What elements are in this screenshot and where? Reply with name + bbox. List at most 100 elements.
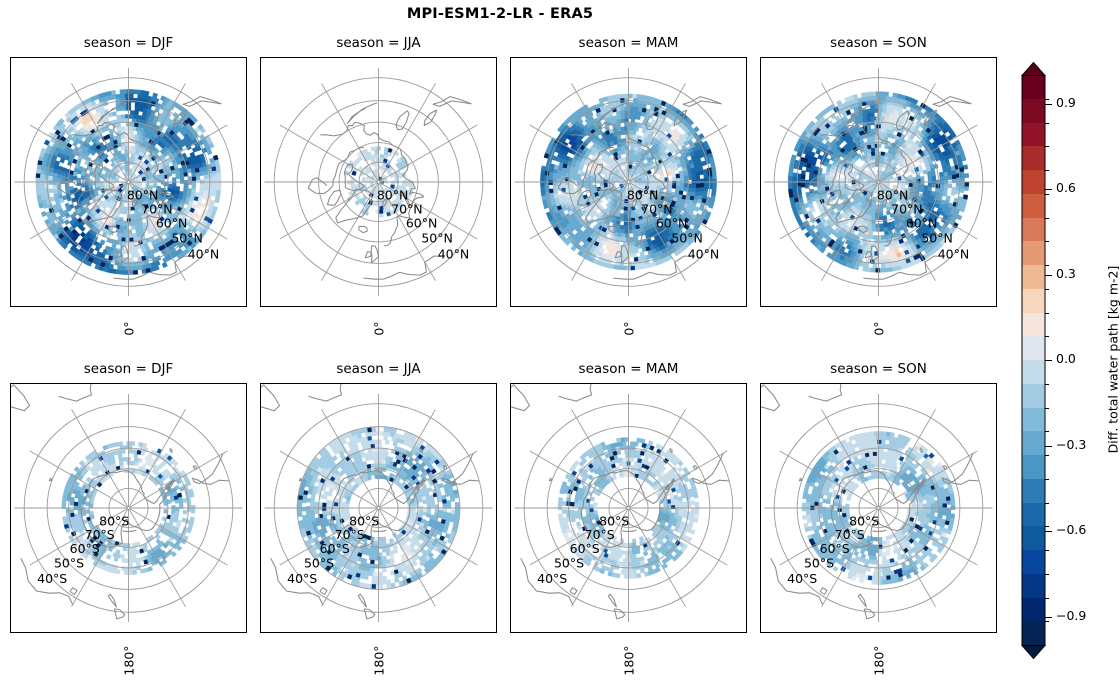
colorbar-segment <box>1022 193 1045 218</box>
panel-title: season = MAM <box>578 35 679 51</box>
colorbar-minor-tick <box>1045 455 1049 456</box>
map-panel-arctic-son[interactable]: season = SON 40°N 50°N 60°N 70°N 80°N <box>760 35 997 307</box>
arctic-longitude-label: 0° <box>371 321 386 336</box>
map-panel-arctic-mam[interactable]: season = MAM 40°N 50°N 60°N 70°N 80°N <box>510 35 747 307</box>
latitude-labels: 40°N50°N60°N70°N80°N <box>627 188 719 262</box>
colorbar-minor-tick <box>1045 574 1049 575</box>
colorbar-segment <box>1022 478 1045 503</box>
latitude-labels: 80°S70°S60°S50°S40°S <box>287 513 379 586</box>
svg-text:60°N: 60°N <box>906 216 938 231</box>
colorbar-minor-tick <box>1045 99 1049 100</box>
colorbar-segment <box>1022 526 1045 550</box>
coastline <box>557 96 722 280</box>
colorbar-minor-tick <box>1045 218 1049 219</box>
latitude-labels: 40°N50°N60°N70°N80°N <box>127 188 219 262</box>
panel-title: season = JJA <box>336 35 421 51</box>
colorbar[interactable] <box>1021 62 1046 660</box>
colorbar-label: Diff. total water path [kg m-2] <box>1105 265 1120 454</box>
graticule <box>514 394 743 622</box>
colorbar-segment <box>1022 217 1045 242</box>
map-panel-antarctic-mam[interactable]: season = MAM 80°S 70°S 60°S 50°S 40°S <box>510 361 747 633</box>
svg-text:70°N: 70°N <box>891 201 923 216</box>
colorbar-major-tick <box>1045 446 1052 447</box>
antarctic-longitude-label: 180° <box>871 645 886 676</box>
colorbar-minor-tick <box>1045 598 1049 599</box>
colorbar-minor-tick <box>1045 336 1049 337</box>
colorbar-segment <box>1022 573 1045 598</box>
page-title: MPI-ESM1-2-LR - ERA5 <box>406 6 594 22</box>
svg-text:60°N: 60°N <box>656 216 688 231</box>
colorbar-minor-tick <box>1045 384 1049 385</box>
colorbar-segment <box>1022 502 1045 527</box>
colorbar-segment <box>1022 75 1045 99</box>
colorbar-major-tick <box>1045 275 1052 276</box>
svg-text:60°N: 60°N <box>156 216 188 231</box>
colorbar-minor-tick <box>1045 170 1049 171</box>
map-frame: 40°N 50°N 60°N 70°N 80°N <box>760 57 997 307</box>
colorbar-minor-tick <box>1045 526 1049 527</box>
map-svg: 40°N50°N60°N70°N80°N <box>264 68 493 296</box>
svg-text:70°N: 70°N <box>391 201 423 216</box>
map-panel-arctic-djf[interactable]: season = DJF 40°N 50°N 60°N 70°N 80°N <box>10 35 247 307</box>
map-panel-antarctic-djf[interactable]: season = DJF 80°S 70°S 60°S 50°S 40°S <box>10 361 247 633</box>
colorbar-segment <box>1022 98 1045 123</box>
map-frame: 40°N 50°N 60°N 70°N 80°N <box>510 57 747 307</box>
colorbar-gradient <box>1022 75 1045 645</box>
map-panel-antarctic-son[interactable]: season = SON 80°S 70°S 60°S 50°S 40°S <box>760 361 997 633</box>
colorbar-minor-tick <box>1045 146 1049 147</box>
svg-text:70°N: 70°N <box>141 201 173 216</box>
map-svg: 40°N50°N60°N70°N80°N <box>514 68 743 296</box>
arctic-longitude-label: 0° <box>621 321 636 336</box>
map-panel-arctic-jja[interactable]: season = JJA 40°N 50°N 60°N 70°N 80°N <box>260 35 497 307</box>
colorbar-segment <box>1022 336 1045 360</box>
colorbar-tick-label: 0.9 <box>1056 94 1076 110</box>
colorbar-major-tick <box>1045 531 1052 532</box>
colorbar-tick-label: 0.3 <box>1056 265 1076 281</box>
svg-text:40°S: 40°S <box>37 571 67 586</box>
graticule <box>514 68 743 296</box>
colorbar-segment <box>1022 312 1045 337</box>
graticule <box>764 68 993 296</box>
colorbar-minor-tick <box>1045 431 1049 432</box>
arctic-longitude-label: 0° <box>121 321 136 336</box>
svg-text:80°N: 80°N <box>627 188 659 203</box>
colorbar-minor-tick <box>1045 408 1049 409</box>
data-cells <box>540 93 717 271</box>
coastline <box>511 384 730 620</box>
colorbar-major-tick <box>1045 360 1052 361</box>
colorbar-segment <box>1022 621 1045 645</box>
colorbar-outline <box>1021 62 1046 660</box>
colorbar-segment <box>1022 383 1045 408</box>
colorbar-minor-tick <box>1045 123 1049 124</box>
colorbar-minor-tick <box>1045 503 1049 504</box>
latitude-labels: 80°S70°S60°S50°S40°S <box>537 513 629 586</box>
colorbar-minor-tick <box>1045 550 1049 551</box>
coastline <box>11 384 230 620</box>
map-svg: 80°S70°S60°S50°S40°S <box>761 384 993 622</box>
panel-title: season = MAM <box>578 361 679 377</box>
svg-text:50°N: 50°N <box>171 231 203 246</box>
colorbar-segment <box>1022 455 1045 479</box>
svg-text:80°N: 80°N <box>127 188 159 203</box>
colorbar-tick-label: −0.6 <box>1056 522 1087 537</box>
colorbar-tick-label: 0.0 <box>1056 351 1076 366</box>
colorbar-tick-label: −0.9 <box>1056 607 1087 623</box>
antarctic-longitude-label: 180° <box>371 645 386 676</box>
svg-text:40°N: 40°N <box>188 247 220 262</box>
svg-text:50°S: 50°S <box>54 556 84 571</box>
graticule <box>14 394 243 622</box>
colorbar-segment <box>1022 550 1045 574</box>
svg-text:80°S: 80°S <box>99 513 129 528</box>
data-cells <box>787 91 970 273</box>
coastline <box>307 96 472 280</box>
antarctic-longitude-label: 180° <box>121 645 136 676</box>
map-panel-antarctic-jja[interactable]: season = JJA 80°S 70°S 60°S 50°S 40°S <box>260 361 497 633</box>
svg-text:60°N: 60°N <box>406 216 438 231</box>
colorbar-segment <box>1022 597 1045 622</box>
latitude-labels: 80°S70°S60°S50°S40°S <box>787 513 879 586</box>
map-frame: 80°S 70°S 60°S 50°S 40°S <box>510 383 747 633</box>
svg-text:40°N: 40°N <box>688 247 720 262</box>
colorbar-major-tick <box>1045 189 1052 190</box>
svg-text:50°N: 50°N <box>421 231 453 246</box>
graticule <box>14 68 243 296</box>
